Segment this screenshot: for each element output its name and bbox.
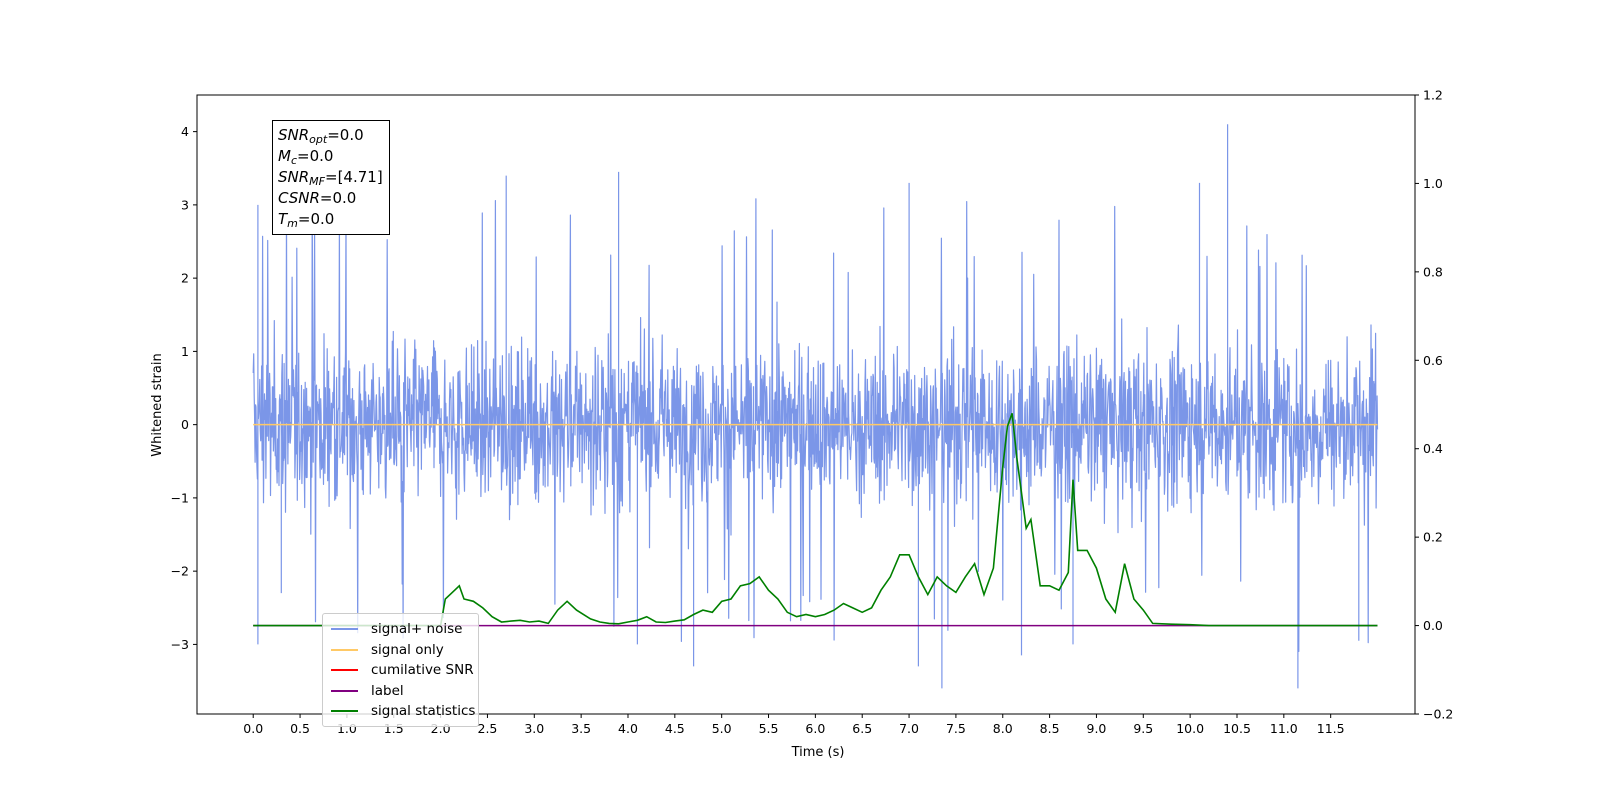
plot-frame [196,94,1416,715]
y2-tick-label: 0.8 [1423,264,1443,279]
y-tick-label: 1 [181,344,189,359]
y-axis-label: Whitened strain [150,353,165,456]
legend-entry: signal+ noise [331,619,462,639]
y2-tick-label: −0.2 [1423,707,1453,722]
x-tick-label: 5.0 [712,721,732,736]
legend-swatch [331,689,358,692]
x-tick-label: 8.5 [1040,721,1060,736]
legend-swatch [331,648,358,651]
x-tick-label: 0.5 [290,721,310,736]
y-tick-label: 2 [181,271,189,286]
x-tick-label: 8.0 [993,721,1013,736]
y2-axis-ticks: −0.2 0.0 0.2 0.4 0.6 0.8 1.0 1.2 [1415,88,1453,722]
x-tick-label: 9.0 [1087,721,1107,736]
series-signal-noise [252,124,1379,689]
y-tick-label: 0 [181,417,189,432]
legend: signal+ noise signal only cumilative SNR la… [322,613,479,727]
x-tick-label: 4.0 [618,721,638,736]
stat-snr-opt: SNRopt=0.0 [278,126,364,146]
legend-swatch [331,669,358,672]
y-tick-label: 4 [181,124,189,139]
legend-swatch [331,710,358,713]
legend-swatch [331,628,358,630]
y-tick-label: −1 [171,490,189,505]
x-axis-label: Time (s) [791,745,845,760]
stat-csnr: CSNR=0.0 [278,189,357,207]
x-tick-label: 11.5 [1317,721,1345,736]
x-tick-label: 6.5 [852,721,872,736]
legend-entry: label [331,681,404,701]
x-tick-label: 7.0 [899,721,919,736]
x-tick-label: 4.5 [665,721,685,736]
legend-label: label [371,682,404,699]
x-tick-label: 0.0 [243,721,263,736]
x-tick-label: 5.5 [759,721,779,736]
legend-entry: signal only [331,640,444,660]
x-tick-label: 9.5 [1133,721,1153,736]
stat-t-m: Tm=0.0 [278,210,335,230]
y2-tick-label: 0.4 [1423,441,1443,456]
legend-label: signal statistics [371,703,476,720]
x-tick-label: 10.5 [1223,721,1251,736]
y2-tick-label: 1.0 [1423,176,1443,191]
y-tick-label: −3 [171,637,189,652]
y2-tick-label: 0.2 [1423,530,1443,545]
legend-label: signal only [371,641,444,658]
x-tick-label: 11.0 [1270,721,1298,736]
x-tick-label: 2.5 [478,721,498,736]
legend-entry: signal statistics [331,701,475,721]
y2-tick-label: 0.6 [1423,353,1443,368]
stats-annotation-box: SNRopt=0.0 Mc=0.0 SNRMF=[4.71] CSNR=0.0 … [272,120,390,235]
legend-label: cumilative SNR [371,662,474,679]
x-tick-label: 6.0 [805,721,825,736]
y-tick-label: 3 [181,197,189,212]
y-tick-label: −2 [171,564,189,579]
x-tick-label: 7.5 [946,721,966,736]
series-signal-statistics [253,413,1378,627]
plot-content [252,124,1379,689]
y2-tick-label: 1.2 [1423,88,1443,103]
y2-tick-label: 0.0 [1423,618,1443,633]
stat-m-c: Mc=0.0 [278,147,334,167]
legend-entry: cumilative SNR [331,660,474,680]
x-tick-label: 3.0 [524,721,544,736]
stat-snr-mf: SNRMF=[4.71] [278,168,383,188]
legend-label: signal+ noise [371,621,463,637]
x-tick-label: 3.5 [571,721,591,736]
y-axis-ticks: −3 −2 −1 0 1 2 3 4 [171,124,197,652]
x-tick-label: 10.0 [1176,721,1204,736]
